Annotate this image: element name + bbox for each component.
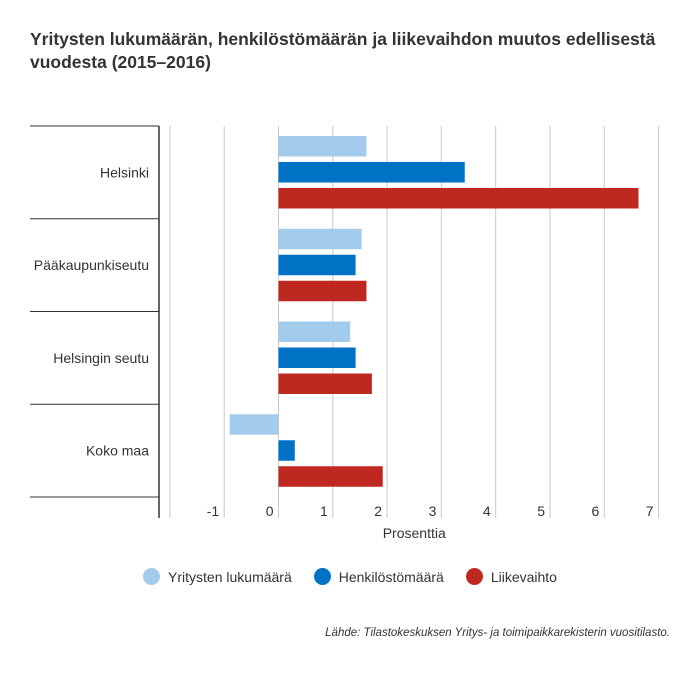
x-tick-label: 0	[266, 503, 274, 519]
x-tick-label: 6	[592, 503, 600, 519]
x-tick-label: 5	[537, 503, 545, 519]
category-label: Koko maa	[86, 443, 149, 459]
category-label: Pääkaupunkiseutu	[34, 257, 149, 273]
legend-label: Henkilöstömäärä	[338, 568, 444, 585]
legend-swatch	[313, 568, 331, 585]
x-tick-label: 2	[374, 503, 382, 519]
bar	[278, 440, 295, 461]
bar	[278, 136, 367, 157]
x-tick-label: 3	[429, 503, 437, 519]
legend-item: Yritysten lukumäärä	[143, 568, 292, 585]
legend-swatch	[143, 568, 161, 585]
legend: Yritysten lukumäärä Henkilöstömäärä Liikev…	[0, 568, 700, 585]
x-tick-label: 1	[320, 503, 328, 519]
category-label: Helsinki	[100, 164, 149, 180]
legend-swatch	[465, 568, 483, 585]
category-label: Helsingin seutu	[53, 350, 149, 366]
bar	[278, 228, 362, 250]
legend-label: Yritysten lukumäärä	[168, 568, 292, 585]
chart-title: Yritysten lukumäärän, henkilöstömäärän j…	[30, 29, 656, 72]
legend-label: Liikevaihto	[490, 568, 557, 585]
x-axis-title: Prosenttia	[383, 525, 446, 541]
bar	[278, 188, 639, 209]
legend-item: Liikevaihto	[465, 568, 557, 585]
legend-item: Henkilöstömäärä	[313, 568, 444, 585]
bar	[278, 162, 465, 183]
bar	[278, 254, 356, 276]
bar	[278, 280, 367, 302]
source-note: Lähde: Tilastokeskuksen Yritys- ja toimi…	[325, 627, 670, 639]
bar	[278, 347, 356, 368]
bar	[278, 321, 351, 342]
x-tick-label: 4	[483, 503, 491, 519]
bar	[229, 414, 279, 435]
x-tick-label: -1	[207, 503, 220, 519]
bar	[278, 373, 372, 394]
bar	[278, 466, 383, 487]
x-tick-label: 7	[646, 503, 654, 519]
